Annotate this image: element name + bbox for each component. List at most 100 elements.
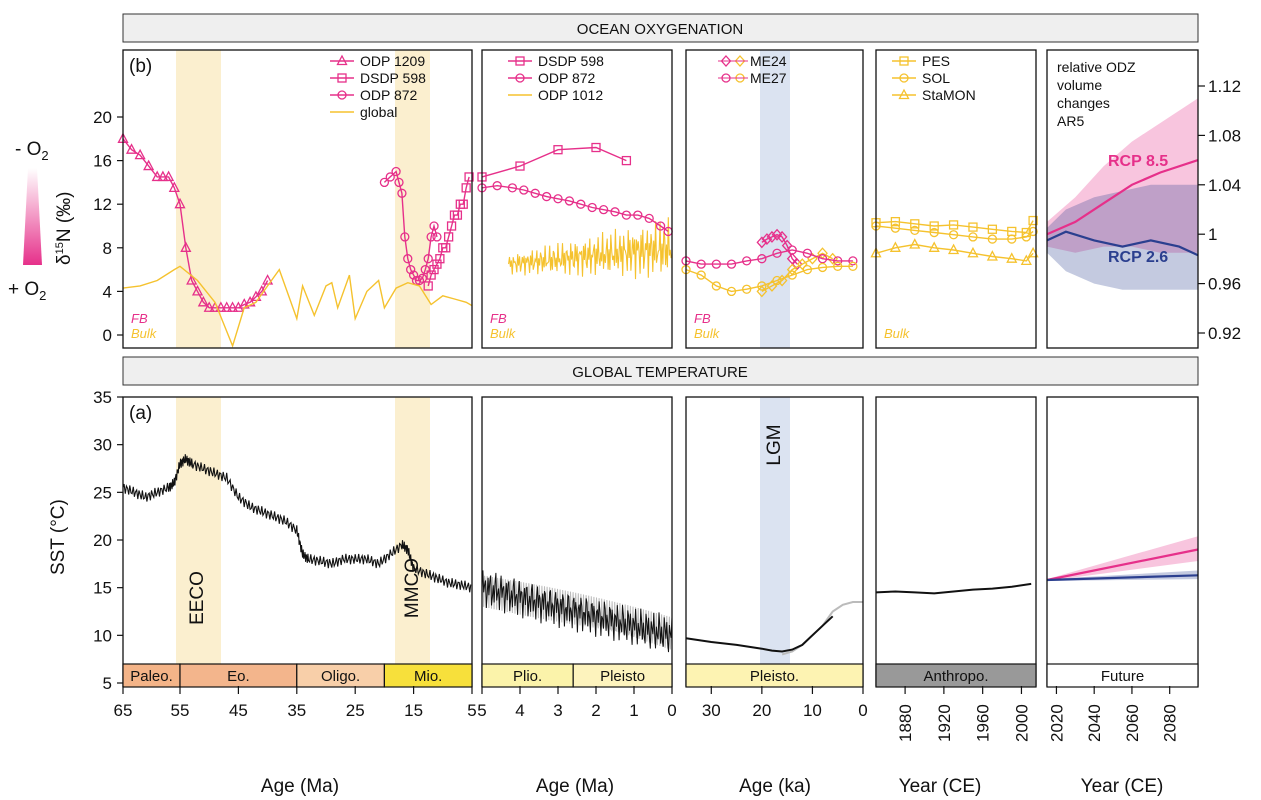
oxy-p1-series-0-point xyxy=(134,148,146,160)
oxy-p3-legend-label: ME27 xyxy=(750,70,787,86)
oxy-p4-series-0-point xyxy=(890,216,901,227)
oxy-p4-series-2-line xyxy=(875,243,1034,262)
xtick-label-1: 5 xyxy=(477,701,486,720)
oxy-p3-series-1-point xyxy=(776,274,788,287)
oxy-ytick-label: 8 xyxy=(103,239,112,258)
oxy-p2-series-1-point xyxy=(530,188,540,198)
xtick-label-0: 25 xyxy=(346,701,365,720)
oxy-p4-series-1-point xyxy=(948,230,959,240)
oxy-p3-series-0-point xyxy=(791,258,803,271)
oxy-p3-series-2-point xyxy=(711,259,721,269)
oxy-p1-series-2-point xyxy=(432,232,442,242)
oxy-p3-series-0-point xyxy=(756,236,768,249)
oxy-p3-series-1-point xyxy=(756,285,768,298)
sst-ytick-label: 30 xyxy=(93,436,112,455)
temp-p5-series-1-line xyxy=(1046,574,1199,582)
oxy-p1-series-1-point xyxy=(423,281,433,291)
oxy-p4-series-0-point xyxy=(929,221,939,231)
oxy-p3-legend-label: ME24 xyxy=(750,53,787,69)
oxy-p1-legend-label: ODP 872 xyxy=(360,87,418,103)
oxy-p3-series-3-point xyxy=(848,261,858,271)
oxy-ytick-label: 20 xyxy=(93,108,112,127)
odz-ytick-label: 1.12 xyxy=(1208,77,1241,96)
oxy-p4-legend-marker xyxy=(898,88,910,100)
oxy-p2-legend-label: ODP 872 xyxy=(538,70,596,86)
oxy-p2-bulk-label: Bulk xyxy=(490,326,517,341)
oxy-p1-series-0-point xyxy=(203,301,215,312)
epoch-box-0-3 xyxy=(383,663,473,688)
temp-p4-frame xyxy=(875,396,1037,687)
xtick-label-0: 15 xyxy=(404,701,423,720)
minus-o2-label: - O2 xyxy=(15,139,49,163)
oxy-p1-series-0-point xyxy=(221,301,233,312)
oxy-p5-series-0-line xyxy=(1046,159,1199,236)
epoch-box-1-1 xyxy=(572,663,673,688)
oxy-p4-frame xyxy=(875,49,1037,349)
oxy-p2-series-0-line xyxy=(481,146,627,178)
oxy-p1-panel-label: (b) xyxy=(129,56,152,77)
oxy-p4-series-2-point xyxy=(986,250,998,261)
oxy-p1-series-0-point xyxy=(125,143,138,154)
odz-ytick-label: 1 xyxy=(1208,225,1217,244)
oxy-p4-series-2-point xyxy=(1020,254,1032,266)
oxy-p4-bulk-label: Bulk xyxy=(884,326,911,341)
oxy-p2-series-1-point xyxy=(553,194,563,204)
oxy-p4-series-1-point xyxy=(987,234,998,244)
lgm-label: LGM xyxy=(764,424,785,465)
mmco-label: MMCO xyxy=(402,558,423,618)
oxy-p2-legend-label: ODP 1012 xyxy=(538,87,603,103)
temp-p5-series-0-line xyxy=(1046,548,1199,582)
xtick-label-1: 0 xyxy=(667,701,676,720)
oxy-p1-series-2-point xyxy=(423,254,433,264)
epoch-box-4-0 xyxy=(1046,663,1199,688)
eeco-label: EECO xyxy=(187,571,208,625)
oxy-p2-legend-marker xyxy=(515,73,525,83)
oxy-p3-series-2-point xyxy=(802,248,813,258)
oxy-p1-series-2-point xyxy=(406,264,416,275)
sst-ytick-label: 15 xyxy=(93,579,112,598)
oxy-p1-series-2-point xyxy=(429,221,439,231)
header-temperature: GLOBAL TEMPERATURE xyxy=(572,364,748,381)
oxy-p4-series-0-point xyxy=(910,219,920,229)
sst-ytick-label: 20 xyxy=(93,531,112,550)
oxy-p1-series-0-point xyxy=(174,197,186,209)
eeco-band-top xyxy=(176,50,221,348)
epoch-label-0-2: Oligo. xyxy=(321,668,360,685)
odz-annotation-line: changes xyxy=(1057,95,1110,111)
epoch-label-3-0: Anthropo. xyxy=(923,668,988,685)
xtick-label-0: 55 xyxy=(171,701,190,720)
oxy-p3-series-3-point xyxy=(772,275,782,286)
oxy-p1-series-2-point xyxy=(400,232,410,242)
xtick-label-4: 2020 xyxy=(1047,704,1066,742)
oxy-p2-series-1-point xyxy=(610,207,620,217)
temp-p2-frame xyxy=(481,396,673,687)
oxy-p2-series-2-line xyxy=(508,217,673,280)
oxy-p1-series-2-point xyxy=(385,172,395,182)
oxy-p1-series-0-point xyxy=(163,170,175,182)
oxy-p1-series-3-line xyxy=(122,265,473,348)
oxy-p1-series-1-point xyxy=(429,264,439,275)
mmco-band-top xyxy=(395,50,430,348)
oxy-p2-frame xyxy=(481,49,673,349)
eeco-band-bottom xyxy=(176,397,221,686)
oxy-p1-series-0-point xyxy=(180,241,192,252)
xtick-label-3: 2000 xyxy=(1012,704,1031,742)
sst-ytick-label: 35 xyxy=(93,388,112,407)
oxy-p3-series-3-point xyxy=(757,281,767,291)
oxy-p2-legend-marker xyxy=(515,56,525,66)
xlabel-3: Age (ka) xyxy=(739,776,811,797)
oxy-p1-series-2-point xyxy=(379,177,390,188)
oxy-p4-legend-label: PES xyxy=(922,53,950,69)
epoch-label-0-1: Eo. xyxy=(227,668,250,685)
epoch-box-3-0 xyxy=(875,663,1037,688)
epoch-label-1-1: Pleisto xyxy=(600,668,645,685)
xtick-label-2: 20 xyxy=(752,701,771,720)
oxy-p1-legend-label: DSDP 598 xyxy=(360,70,426,86)
xtick-label-3: 1920 xyxy=(935,704,954,742)
oxy-p3-series-3-point xyxy=(817,262,828,273)
oxy-p1-legend-marker xyxy=(337,90,347,100)
oxy-p1-series-1-point xyxy=(461,183,471,193)
oxy-p1-series-1-point xyxy=(432,259,442,269)
oxy-p4-series-2-point xyxy=(947,243,960,255)
